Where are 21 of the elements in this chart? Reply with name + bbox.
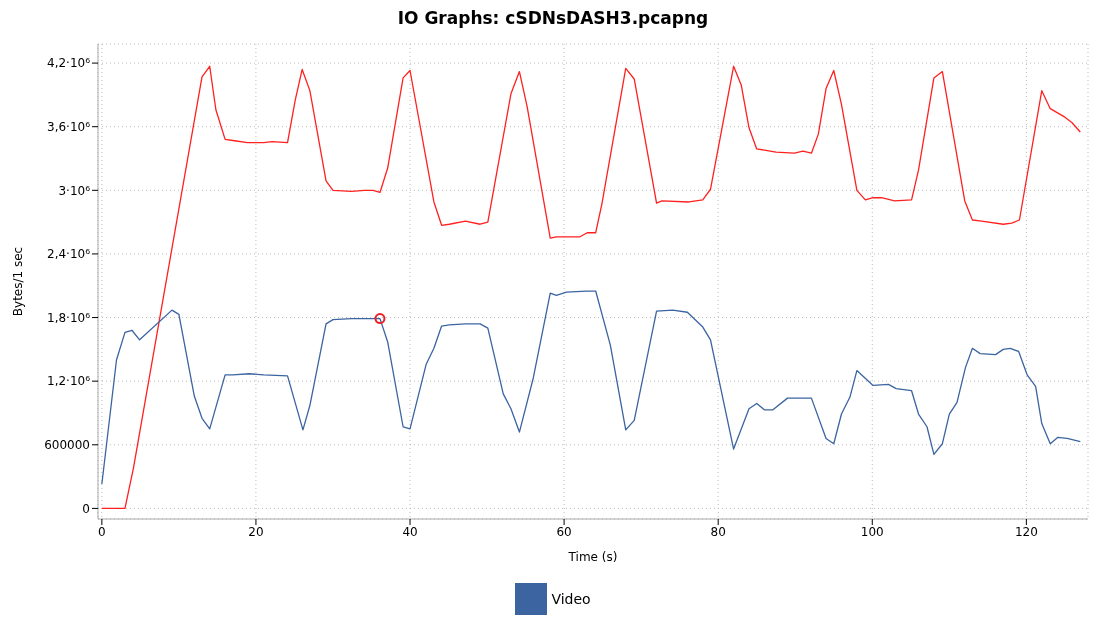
y-tick-label: 600000: [44, 438, 90, 453]
legend-label: Video: [551, 591, 591, 607]
x-tick-label: 100: [860, 524, 884, 539]
y-tick-label: 4,2·10⁶: [47, 56, 91, 71]
y-tick-label: 3·10⁶: [58, 183, 91, 198]
x-tick-label: 60: [556, 524, 572, 539]
line-series: [101, 290, 1081, 485]
y-tick-label: 2,4·10⁶: [47, 247, 91, 262]
y-tick-label: 0: [82, 501, 90, 516]
x-axis-title: Time (s): [567, 550, 618, 564]
y-tick-label: 1,2·10⁶: [47, 374, 91, 389]
y-axis-title: Bytes/1 sec: [11, 246, 26, 317]
y-tick-label: 3,6·10⁶: [47, 119, 91, 134]
x-tick-label: 80: [710, 524, 726, 539]
y-tick-label: 1,8·10⁶: [47, 310, 91, 325]
x-tick-label: 20: [248, 524, 264, 539]
x-tick-label: 0: [98, 524, 106, 539]
x-tick-label: 120: [1014, 524, 1038, 539]
line-series: [101, 65, 1081, 510]
chart-title: IO Graphs: cSDNsDASH3.pcapng: [396, 8, 710, 28]
x-tick-label: 40: [402, 524, 418, 539]
